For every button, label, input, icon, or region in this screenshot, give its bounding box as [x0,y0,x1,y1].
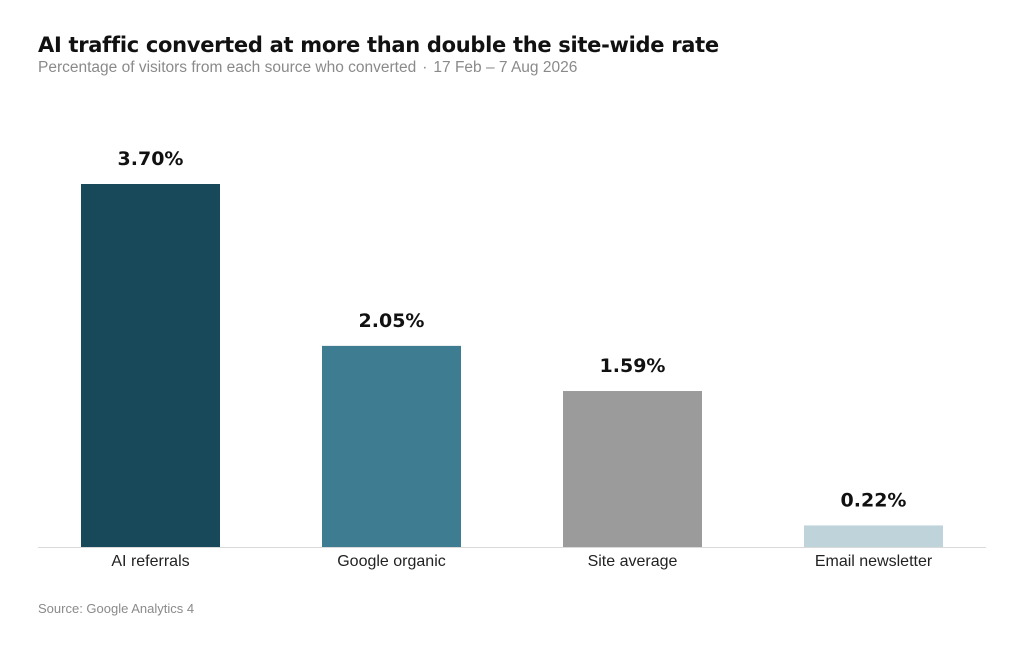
bar-value-label: 0.22% [841,489,907,511]
bar-value-label: 3.70% [118,148,184,170]
subtitle-text: Percentage of visitors from each source … [38,59,417,76]
subtitle-separator: · [422,59,428,76]
source-note: Source: Google Analytics 4 [38,601,195,616]
bar-site-average [563,391,702,547]
bar-value-label: 1.59% [600,355,666,377]
category-label: Email newsletter [815,553,933,570]
category-label: AI referrals [111,553,189,570]
date-range: 17 Feb – 7 Aug 2026 [433,59,578,76]
bar-value-label: 2.05% [359,310,425,332]
bar-email-newsletter [804,525,943,547]
bar-google-organic [322,345,461,547]
chart-subtitle: Percentage of visitors from each source … [38,59,577,77]
chart-title: AI traffic converted at more than double… [38,33,719,57]
bars-group [81,184,943,547]
category-label: Google organic [337,553,446,570]
category-label: Site average [588,553,678,570]
bar-chart: 3.70% 2.05% 1.59% 0.22% AI referrals Google … [38,148,986,570]
category-labels-group: AI referrals Google organic Site average Em… [111,553,932,570]
bar-ai-referrals [81,184,220,547]
value-labels-group: 3.70% 2.05% 1.59% 0.22% [118,148,907,511]
